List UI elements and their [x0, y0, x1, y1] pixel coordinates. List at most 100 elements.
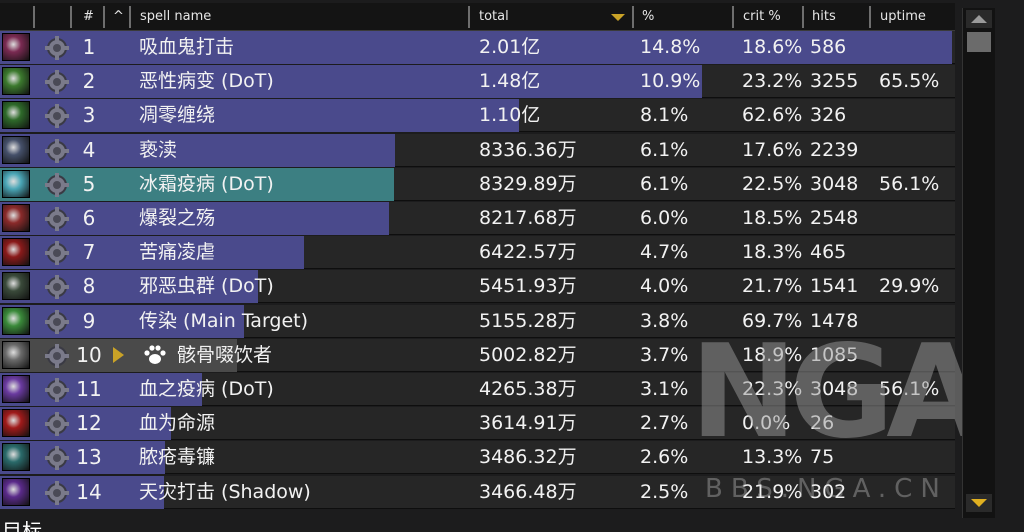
spell-percent: 3.7%: [640, 344, 689, 366]
table-row[interactable]: 10 骸骨啜饮者 5002.82万 3.7% 18.9% 1085: [0, 339, 955, 372]
table-row[interactable]: 13 脓疮毒镰 3486.32万 2.6% 13.3% 75: [0, 441, 955, 474]
header-divider: [33, 6, 35, 28]
spell-name: 凋零缠绕: [139, 104, 216, 126]
table-row[interactable]: 12 血为命源 3614.91万 2.7% 0.0% 26: [0, 407, 955, 440]
spell-icon: [2, 238, 30, 266]
spell-percent: 6.0%: [640, 207, 689, 229]
details-gear-icon[interactable]: [44, 207, 70, 231]
scrollbar[interactable]: [962, 8, 995, 518]
details-gear-icon[interactable]: [44, 241, 70, 265]
rank-number: 10: [76, 343, 102, 367]
spell-crit: 18.3%: [742, 241, 803, 263]
rank-number: 3: [82, 103, 96, 127]
spell-percent: 2.5%: [640, 481, 689, 503]
rank-number: 8: [82, 274, 96, 298]
details-gear-icon[interactable]: [44, 344, 70, 368]
spell-total: 5155.28万: [479, 310, 577, 332]
spell-crit: 21.9%: [742, 481, 803, 503]
details-gear-icon[interactable]: [44, 310, 70, 334]
spell-hits: 26: [810, 412, 835, 434]
spell-name: 脓疮毒镰: [139, 446, 216, 468]
details-gear-icon[interactable]: [44, 481, 70, 505]
table-row[interactable]: 1 吸血鬼打击 2.01亿 14.8% 18.6% 586: [0, 31, 955, 64]
details-gear-icon[interactable]: [44, 378, 70, 402]
rank-number: 2: [82, 69, 96, 93]
header-percent[interactable]: %: [642, 9, 655, 24]
header-total[interactable]: total: [479, 9, 509, 24]
table-row[interactable]: 6 爆裂之殇 8217.68万 6.0% 18.5% 2548: [0, 202, 955, 235]
table-row[interactable]: 4 亵渎 8336.36万 6.1% 17.6% 2239: [0, 134, 955, 167]
spell-total: 6422.57万: [479, 241, 577, 263]
header-hits[interactable]: hits: [812, 9, 836, 24]
table-row[interactable]: 8 邪恶虫群 (DoT) 5451.93万 4.0% 21.7% 1541 29.9%: [0, 270, 955, 303]
spell-icon: [2, 67, 30, 95]
spell-crit: 69.7%: [742, 310, 803, 332]
spell-hits: 302: [810, 481, 847, 503]
details-gear-icon[interactable]: [44, 70, 70, 94]
scroll-thumb[interactable]: [967, 32, 991, 52]
details-gear-icon[interactable]: [44, 139, 70, 163]
spell-total: 1.48亿: [479, 70, 541, 92]
header-uptime[interactable]: uptime: [880, 9, 926, 24]
header-rank[interactable]: #: [83, 9, 94, 24]
header-divider: [732, 6, 734, 28]
footer-label: 目标: [2, 519, 42, 532]
table-header: # ^ spell name total % crit % hits uptim…: [0, 3, 955, 31]
scroll-down-icon[interactable]: [966, 494, 992, 512]
spell-name: 天灾打击 (Shadow): [139, 481, 311, 503]
header-caret[interactable]: ^: [113, 9, 124, 24]
spell-uptime: 56.1%: [879, 173, 940, 195]
table-row[interactable]: 5 冰霜疫病 (DoT) 8329.89万 6.1% 22.5% 3048 56.1%: [0, 168, 955, 201]
spell-uptime: 29.9%: [879, 275, 940, 297]
spell-icon: [2, 307, 30, 335]
spell-crit: 18.5%: [742, 207, 803, 229]
spell-icon: [2, 341, 30, 369]
table-row[interactable]: 2 恶性病变 (DoT) 1.48亿 10.9% 23.2% 3255 65.5%: [0, 65, 955, 98]
spell-crit: 18.6%: [742, 36, 803, 58]
spell-icon: [2, 272, 30, 300]
expand-arrow-icon[interactable]: [113, 347, 124, 363]
rank-number: 7: [82, 240, 96, 264]
scroll-up-icon[interactable]: [966, 10, 992, 28]
details-gear-icon[interactable]: [44, 36, 70, 60]
spell-crit: 23.2%: [742, 70, 803, 92]
spell-hits: 2548: [810, 207, 859, 229]
details-gear-icon[interactable]: [44, 173, 70, 197]
spell-percent: 3.1%: [640, 378, 689, 400]
table-row[interactable]: 9 传染 (Main Target) 5155.28万 3.8% 69.7% 1478: [0, 305, 955, 338]
spell-hits: 586: [810, 36, 847, 58]
damage-bar: [0, 305, 244, 338]
spell-icon: [2, 478, 30, 506]
table-row[interactable]: 7 苦痛凌虐 6422.57万 4.7% 18.3% 465: [0, 236, 955, 269]
table-row[interactable]: 3 凋零缠绕 1.10亿 8.1% 62.6% 326: [0, 99, 955, 132]
spell-hits: 75: [810, 446, 835, 468]
damage-bar: [0, 31, 952, 64]
spell-hits: 2239: [810, 139, 859, 161]
header-divider: [468, 6, 470, 28]
spell-crit: 62.6%: [742, 104, 803, 126]
header-crit[interactable]: crit %: [743, 9, 781, 24]
rank-number: 11: [76, 377, 102, 401]
rank-number: 14: [76, 480, 102, 504]
table-row[interactable]: 11 血之疫病 (DoT) 4265.38万 3.1% 22.3% 3048 56.1%: [0, 373, 955, 406]
header-divider: [632, 6, 634, 28]
spell-total: 8329.89万: [479, 173, 577, 195]
spell-name: 吸血鬼打击: [139, 36, 235, 58]
spell-hits: 326: [810, 104, 847, 126]
header-spell-name[interactable]: spell name: [140, 9, 212, 24]
spell-name: 邪恶虫群 (DoT): [139, 275, 274, 297]
details-gear-icon[interactable]: [44, 104, 70, 128]
spell-name: 血之疫病 (DoT): [139, 378, 274, 400]
spell-total: 1.10亿: [479, 104, 541, 126]
details-gear-icon[interactable]: [44, 275, 70, 299]
spell-total: 5002.82万: [479, 344, 577, 366]
spell-total: 8336.36万: [479, 139, 577, 161]
table-row[interactable]: 14 天灾打击 (Shadow) 3466.48万 2.5% 21.9% 302: [0, 476, 955, 509]
details-gear-icon[interactable]: [44, 412, 70, 436]
sort-descending-icon[interactable]: [611, 14, 625, 21]
spell-icon: [2, 409, 30, 437]
header-divider: [802, 6, 804, 28]
details-gear-icon[interactable]: [44, 446, 70, 470]
spell-total: 5451.93万: [479, 275, 577, 297]
